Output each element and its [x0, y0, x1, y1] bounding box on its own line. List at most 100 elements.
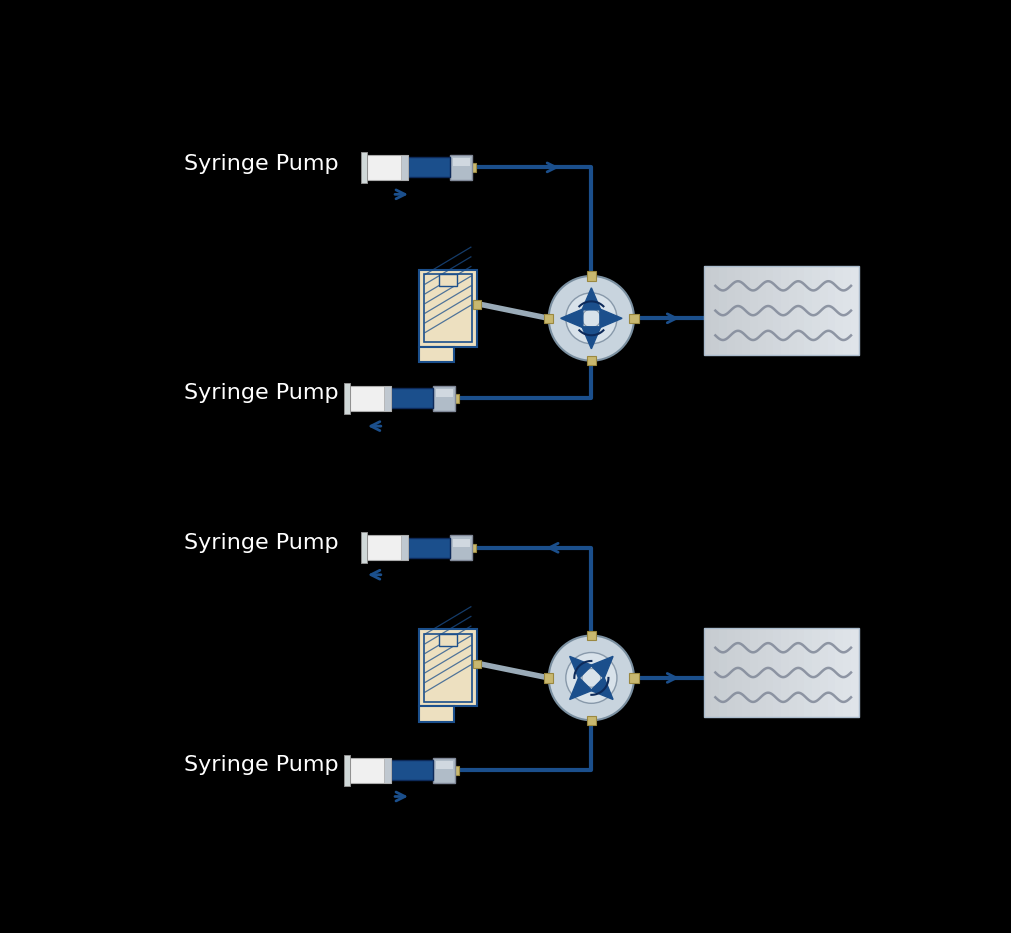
Polygon shape	[569, 677, 592, 700]
Bar	[390, 388, 434, 409]
Text: Syringe Pump: Syringe Pump	[184, 755, 339, 775]
Circle shape	[582, 309, 601, 327]
Bar	[773, 628, 782, 717]
Bar	[727, 628, 735, 717]
Bar	[419, 270, 477, 347]
Bar	[401, 536, 407, 560]
Bar	[750, 266, 758, 355]
Bar	[586, 356, 596, 366]
Bar	[344, 755, 351, 786]
Bar	[765, 266, 773, 355]
Bar	[419, 706, 454, 722]
Bar	[773, 266, 782, 355]
Bar	[544, 674, 553, 683]
Bar	[812, 266, 820, 355]
Text: Syringe Pump: Syringe Pump	[184, 154, 339, 174]
Bar	[351, 386, 390, 411]
Bar	[440, 274, 457, 286]
Bar	[735, 628, 742, 717]
Circle shape	[549, 276, 634, 361]
Circle shape	[566, 293, 617, 343]
Bar	[384, 758, 390, 783]
Text: Syringe Pump: Syringe Pump	[184, 383, 339, 403]
Bar	[384, 386, 390, 411]
Bar	[344, 383, 351, 414]
Bar	[401, 155, 407, 180]
Bar	[361, 533, 367, 564]
Bar	[450, 155, 472, 180]
Bar	[407, 158, 450, 177]
Bar	[434, 386, 455, 411]
Circle shape	[582, 669, 601, 688]
Bar	[390, 760, 434, 780]
Bar	[820, 266, 828, 355]
Bar	[704, 266, 712, 355]
Bar	[742, 628, 750, 717]
Polygon shape	[561, 309, 583, 327]
Bar	[704, 628, 858, 717]
Bar	[440, 634, 457, 646]
Circle shape	[549, 635, 634, 720]
Bar	[473, 300, 481, 309]
Bar	[789, 628, 797, 717]
Bar	[407, 537, 450, 558]
Bar	[828, 628, 835, 717]
Bar	[586, 631, 596, 640]
Bar	[419, 347, 454, 362]
Bar	[451, 394, 459, 403]
Bar	[451, 766, 459, 774]
Bar	[758, 266, 765, 355]
Bar	[758, 628, 765, 717]
Bar	[704, 628, 712, 717]
Bar	[851, 628, 858, 717]
Bar	[468, 163, 476, 172]
Bar	[735, 266, 742, 355]
Bar	[586, 716, 596, 725]
Bar	[473, 660, 481, 668]
Bar	[843, 266, 851, 355]
Bar	[630, 313, 639, 323]
Bar	[727, 266, 735, 355]
Bar	[835, 628, 843, 717]
Bar	[436, 761, 453, 770]
Bar	[704, 266, 858, 355]
Bar	[468, 544, 476, 552]
Bar	[361, 152, 367, 183]
Polygon shape	[590, 656, 613, 678]
Bar	[750, 628, 758, 717]
Bar	[367, 536, 407, 560]
Bar	[851, 266, 858, 355]
Bar	[419, 630, 477, 706]
Bar	[789, 266, 797, 355]
Bar	[812, 628, 820, 717]
Bar	[782, 266, 789, 355]
Circle shape	[566, 652, 617, 703]
Bar	[828, 266, 835, 355]
Bar	[367, 155, 407, 180]
Bar	[544, 313, 553, 323]
Bar	[797, 266, 805, 355]
Bar	[424, 634, 472, 702]
Bar	[424, 274, 472, 342]
Bar	[351, 758, 390, 783]
Bar	[820, 628, 828, 717]
Bar	[434, 758, 455, 783]
Bar	[719, 628, 727, 717]
Bar	[843, 628, 851, 717]
Polygon shape	[582, 327, 601, 349]
Text: Syringe Pump: Syringe Pump	[184, 533, 339, 553]
Polygon shape	[590, 677, 613, 700]
Bar	[712, 266, 719, 355]
Bar	[742, 266, 750, 355]
Polygon shape	[569, 656, 592, 678]
Bar	[630, 674, 639, 683]
Bar	[586, 272, 596, 281]
Polygon shape	[600, 309, 622, 327]
Polygon shape	[582, 287, 601, 310]
Bar	[835, 266, 843, 355]
Bar	[450, 536, 472, 560]
Bar	[719, 266, 727, 355]
Bar	[805, 266, 812, 355]
Bar	[765, 628, 773, 717]
Bar	[797, 628, 805, 717]
